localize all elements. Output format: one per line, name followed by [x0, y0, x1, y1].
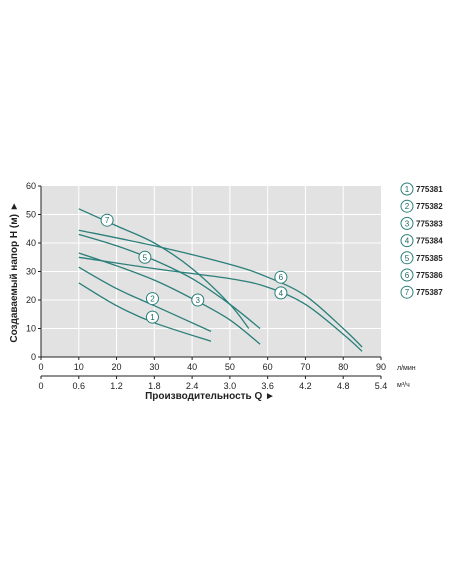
curve-marker-5: [138, 250, 152, 264]
legend: 1 775381 2 775382 3 775383 4 775384 5 775385 6 7753…: [400, 182, 443, 299]
legend-entry-775386: 775386: [416, 271, 443, 280]
curve-775383: [78, 252, 261, 345]
curve-775381: [78, 282, 212, 342]
y-tick-label: 30: [26, 267, 36, 277]
x2-tick-label: 1.2: [110, 381, 123, 391]
x-tick-label: 60: [263, 362, 273, 372]
curve-marker-4: [274, 286, 288, 300]
legend-marker-label-3: 3: [405, 219, 410, 228]
legend-marker-6: [400, 268, 414, 282]
x-tick-label: 20: [112, 362, 122, 372]
grid: [41, 186, 381, 357]
legend-marker-label-5: 5: [405, 254, 410, 263]
y-tick-label: 50: [26, 210, 36, 220]
curve-marker-label-7: 7: [105, 216, 110, 225]
curve-marker-7: [100, 213, 114, 227]
curve-775387: [78, 208, 250, 329]
x-unit-primary: л/мин: [397, 365, 416, 372]
y-axis-title: Создаваемый напор H (м) ►: [9, 201, 20, 342]
x-unit-secondary: м³/ч: [397, 382, 410, 389]
x2-tick-label: 5.4: [375, 381, 388, 391]
x-tick-label: 90: [376, 362, 386, 372]
curve-marker-label-2: 2: [150, 295, 155, 304]
y-tick-label: 20: [26, 295, 36, 305]
y-tick-label: 40: [26, 238, 36, 248]
legend-entry-775381: 775381: [416, 185, 443, 194]
legend-entry-775385: 775385: [416, 254, 443, 263]
curve-marker-2: [145, 292, 159, 306]
x2-tick-label: 4.2: [299, 381, 312, 391]
legend-marker-label-4: 4: [405, 237, 410, 246]
x2-tick-label: 0.6: [73, 381, 86, 391]
y-tick-label: 10: [26, 324, 36, 334]
curve-marker-label-6: 6: [279, 273, 284, 282]
curve-775386: [78, 229, 363, 348]
x2-tick-label: 2.4: [186, 381, 199, 391]
curve-marker-1: [145, 310, 159, 324]
y-tick-label: 60: [26, 181, 36, 191]
x-tick-label: 10: [74, 362, 84, 372]
x2-tick-label: 0: [38, 381, 43, 391]
x-tick-label: 50: [225, 362, 235, 372]
x2-tick-label: 3.6: [261, 381, 274, 391]
x-axis-title: Производительность Q ►: [145, 391, 275, 402]
legend-entry-775387: 775387: [416, 288, 443, 297]
legend-marker-7: [400, 285, 414, 299]
curves: [78, 208, 363, 352]
x-tick-label: 80: [338, 362, 348, 372]
legend-marker-label-1: 1: [405, 185, 410, 194]
curve-marker-label-4: 4: [279, 289, 284, 298]
curve-marker-label-5: 5: [143, 253, 148, 262]
y-tick-label: 0: [31, 352, 36, 362]
x-tick-label: 30: [149, 362, 159, 372]
curve-775382: [78, 266, 212, 332]
curve-marker-label-1: 1: [150, 313, 155, 322]
x2-tick-label: 1.8: [148, 381, 161, 391]
x-tick-label: 0: [38, 362, 43, 372]
axes: 0 10 20 30 40 50 60 0 10 20 30 40 50 60 70 80 90 0 0.6 1.2 1…: [26, 181, 387, 391]
legend-marker-3: [400, 216, 414, 230]
x2-tick-label: 3.0: [224, 381, 237, 391]
legend-entry-775382: 775382: [416, 202, 443, 211]
legend-marker-label-7: 7: [405, 288, 410, 297]
legend-marker-1: [400, 182, 414, 196]
x-tick-label: 40: [187, 362, 197, 372]
curve-markers: 1 2 3 4 5 6 7: [100, 213, 288, 324]
curve-marker-6: [274, 270, 288, 284]
curve-marker-label-3: 3: [196, 296, 201, 305]
legend-marker-4: [400, 234, 414, 248]
curve-marker-3: [191, 293, 205, 307]
x2-tick-label: 4.8: [337, 381, 350, 391]
legend-marker-2: [400, 199, 414, 213]
legend-entry-775384: 775384: [416, 237, 443, 246]
legend-entry-775383: 775383: [416, 219, 443, 228]
legend-marker-label-2: 2: [405, 202, 410, 211]
curve-775385: [78, 233, 261, 330]
curve-775384: [78, 256, 363, 352]
legend-marker-5: [400, 251, 414, 265]
x-tick-label: 70: [300, 362, 310, 372]
legend-marker-label-6: 6: [405, 271, 410, 280]
